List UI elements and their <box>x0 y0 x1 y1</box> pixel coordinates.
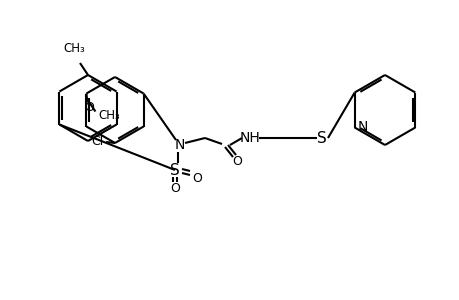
Text: Cl: Cl <box>91 134 103 148</box>
Text: O: O <box>170 182 179 194</box>
Text: O: O <box>231 154 241 167</box>
Text: O: O <box>84 101 94 114</box>
Text: O: O <box>192 172 202 184</box>
Text: CH₃: CH₃ <box>98 109 120 122</box>
Text: S: S <box>170 163 179 178</box>
Text: NH: NH <box>239 131 260 145</box>
Text: N: N <box>174 138 185 152</box>
Text: S: S <box>316 130 326 146</box>
Text: CH₃: CH₃ <box>63 42 85 55</box>
Text: N: N <box>357 119 367 134</box>
